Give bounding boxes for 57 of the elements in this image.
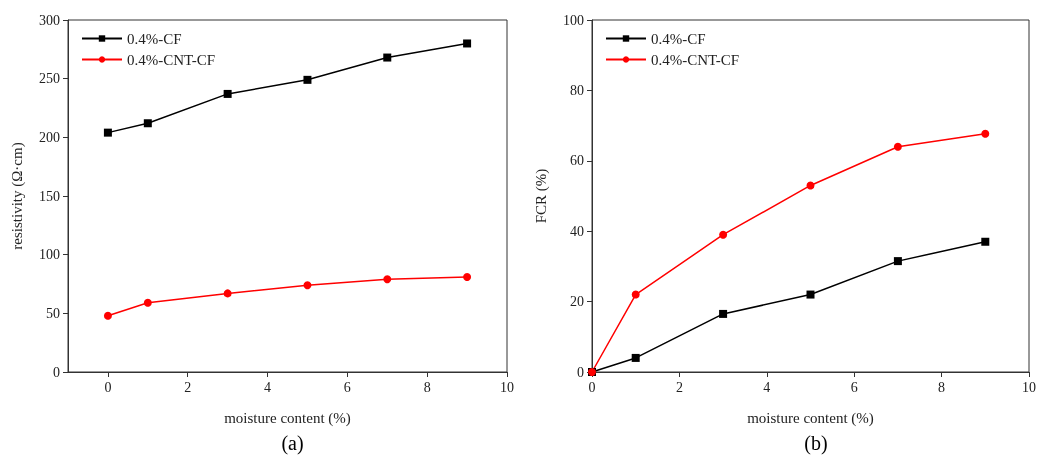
legend-label: 0.4%-CF (651, 30, 706, 47)
y-tick-label: 300 (39, 12, 60, 28)
x-tick-label: 10 (1022, 379, 1036, 395)
point (806, 181, 815, 190)
x-tick-label: 6 (343, 379, 351, 395)
legend-label: 0.4%-CF (127, 30, 182, 47)
text: (b) (804, 432, 828, 455)
x-axis-title: moisture content (%) (224, 409, 351, 427)
y-tick-label: 40 (570, 223, 584, 239)
y-tick-label: 50 (46, 305, 60, 321)
y-tick-label: 100 (563, 12, 584, 28)
y-tick-label: 100 (39, 247, 60, 263)
point (143, 119, 152, 128)
text: (a) (281, 432, 304, 455)
y-tick-label: 60 (570, 153, 584, 169)
point (631, 353, 640, 362)
point (806, 290, 815, 299)
y-tick-label: 80 (570, 82, 584, 98)
x-tick-label: 0 (588, 379, 596, 395)
point (383, 275, 392, 284)
point (893, 257, 902, 266)
x-tick-label: 8 (938, 379, 946, 395)
point (223, 289, 232, 298)
point (719, 309, 728, 318)
point (719, 230, 728, 239)
point (143, 298, 152, 307)
x-tick-label: 2 (675, 379, 683, 395)
y-axis-title: resistivity (Ω·cm) (8, 142, 26, 250)
point (103, 311, 112, 320)
point (303, 281, 312, 290)
y-tick-label: 0 (577, 364, 584, 380)
point (981, 129, 990, 138)
y-tick-label: 20 (570, 294, 584, 310)
point (103, 128, 112, 137)
y-tick-label: 200 (39, 129, 60, 145)
x-tick-label: 4 (264, 379, 272, 395)
x-tick-label: 0 (104, 379, 112, 395)
x-axis-title: moisture content (%) (747, 409, 874, 427)
point (631, 290, 640, 299)
x-tick-label: 8 (423, 379, 431, 395)
point (463, 39, 472, 48)
point (981, 237, 990, 246)
x-tick-label: 4 (763, 379, 771, 395)
point (463, 272, 472, 281)
legend-label: 0.4%-CNT-CF (127, 51, 216, 68)
legend-label: 0.4%-CNT-CF (651, 51, 740, 68)
y-tick-label: 250 (39, 71, 60, 87)
x-tick-label: 2 (184, 379, 192, 395)
y-tick-label: 150 (39, 188, 60, 204)
x-tick-label: 6 (850, 379, 858, 395)
point (383, 53, 392, 62)
point (223, 89, 232, 98)
y-tick-label: 0 (53, 364, 60, 380)
y-axis-title: FCR (%) (532, 168, 550, 224)
point (893, 142, 902, 151)
point (303, 75, 312, 84)
x-tick-label: 10 (500, 379, 514, 395)
